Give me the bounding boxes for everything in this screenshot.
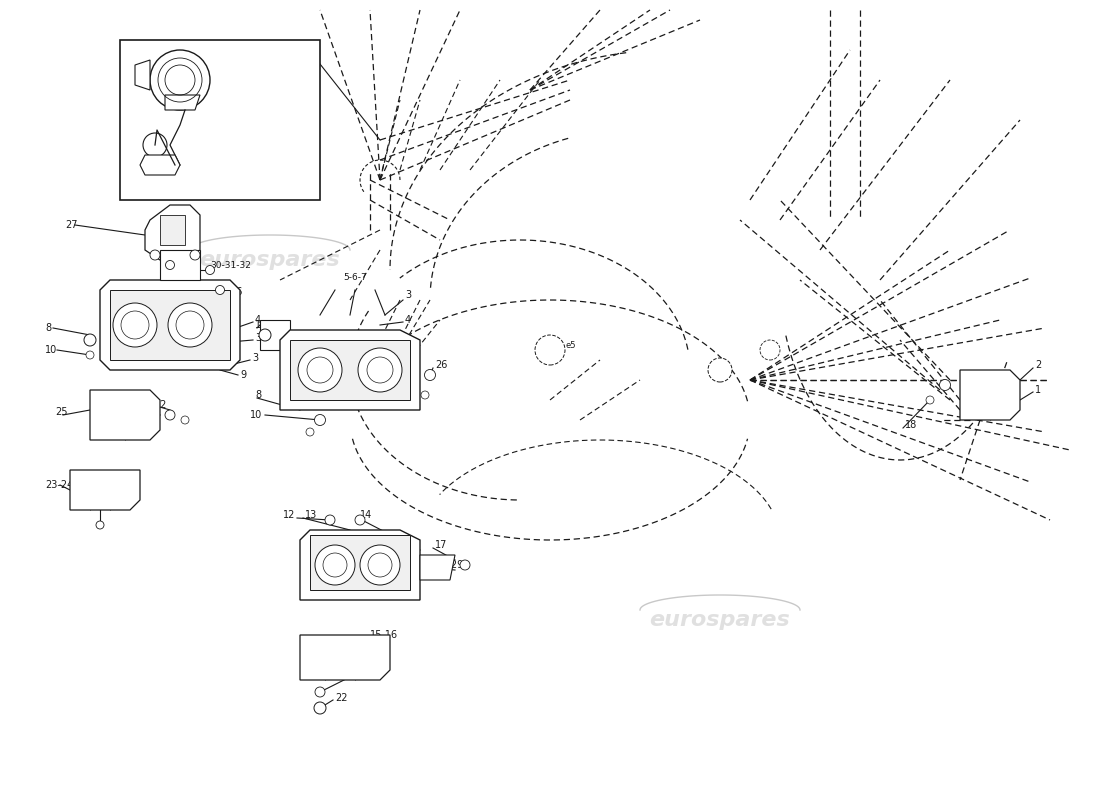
- Circle shape: [216, 286, 224, 294]
- Circle shape: [314, 702, 326, 714]
- Text: 27: 27: [65, 220, 77, 230]
- Text: 1: 1: [1035, 385, 1041, 395]
- Text: 22: 22: [336, 693, 348, 703]
- Text: 8: 8: [255, 390, 261, 400]
- Text: 4: 4: [255, 315, 261, 325]
- Text: 12: 12: [205, 330, 218, 340]
- Text: 33: 33: [222, 60, 234, 70]
- Circle shape: [939, 379, 950, 390]
- Polygon shape: [280, 330, 420, 410]
- Polygon shape: [90, 390, 160, 440]
- Circle shape: [182, 416, 189, 424]
- Circle shape: [206, 266, 214, 274]
- Polygon shape: [140, 155, 180, 175]
- Circle shape: [150, 250, 160, 260]
- Text: 3: 3: [255, 333, 261, 343]
- Text: 15-16: 15-16: [370, 630, 398, 640]
- Text: 18: 18: [905, 420, 917, 430]
- Text: eurospares: eurospares: [199, 250, 340, 270]
- Circle shape: [708, 358, 732, 382]
- Polygon shape: [160, 250, 200, 280]
- Text: 12: 12: [283, 510, 295, 520]
- Text: 23-24: 23-24: [45, 480, 74, 490]
- Text: 3: 3: [405, 335, 411, 345]
- Circle shape: [421, 391, 429, 399]
- Text: 3: 3: [405, 290, 411, 300]
- Text: 30-31-32: 30-31-32: [210, 261, 251, 270]
- Circle shape: [355, 515, 365, 525]
- Polygon shape: [260, 320, 290, 350]
- Circle shape: [258, 329, 271, 341]
- Text: 8: 8: [45, 323, 51, 333]
- Circle shape: [315, 414, 326, 426]
- Polygon shape: [420, 555, 455, 580]
- Text: 26: 26: [230, 287, 242, 297]
- Circle shape: [143, 133, 167, 157]
- Circle shape: [165, 261, 175, 270]
- Circle shape: [926, 396, 934, 404]
- Text: 10: 10: [45, 345, 57, 355]
- Circle shape: [760, 340, 780, 360]
- Text: 11: 11: [255, 320, 267, 330]
- Circle shape: [96, 521, 104, 529]
- Circle shape: [113, 303, 157, 347]
- Text: 21: 21: [350, 670, 362, 680]
- Circle shape: [298, 348, 342, 392]
- Text: e5: e5: [565, 341, 575, 350]
- Polygon shape: [100, 280, 240, 370]
- Bar: [310, 535, 410, 590]
- Polygon shape: [165, 95, 200, 110]
- Text: 10: 10: [250, 410, 262, 420]
- Circle shape: [190, 250, 200, 260]
- Text: 9: 9: [240, 370, 246, 380]
- Polygon shape: [145, 205, 200, 260]
- Text: 34: 34: [222, 140, 234, 150]
- Text: 12: 12: [155, 400, 167, 410]
- Text: 4: 4: [405, 315, 411, 325]
- Circle shape: [535, 335, 565, 365]
- Text: 17: 17: [434, 540, 448, 550]
- Text: 3: 3: [252, 353, 258, 363]
- Text: 25: 25: [55, 407, 67, 417]
- Polygon shape: [300, 530, 420, 600]
- Circle shape: [315, 545, 355, 585]
- Circle shape: [324, 515, 336, 525]
- Circle shape: [315, 687, 324, 697]
- Polygon shape: [135, 60, 150, 90]
- Circle shape: [86, 351, 94, 359]
- Circle shape: [358, 348, 402, 392]
- Circle shape: [306, 428, 313, 436]
- Text: 26: 26: [434, 360, 448, 370]
- Text: 13: 13: [305, 510, 317, 520]
- Polygon shape: [300, 635, 390, 680]
- Polygon shape: [960, 370, 1020, 420]
- Bar: [110, 290, 230, 360]
- Circle shape: [84, 334, 96, 346]
- Polygon shape: [70, 470, 140, 510]
- Circle shape: [150, 50, 210, 110]
- Text: 5-6-7: 5-6-7: [343, 273, 367, 282]
- Circle shape: [168, 303, 212, 347]
- Text: 2: 2: [1035, 360, 1042, 370]
- Text: 13: 13: [120, 410, 132, 420]
- Circle shape: [165, 410, 175, 420]
- Text: 28-29: 28-29: [434, 560, 463, 570]
- Bar: [120, 40, 320, 200]
- Circle shape: [425, 370, 436, 381]
- Text: 14: 14: [360, 510, 372, 520]
- Polygon shape: [160, 215, 185, 245]
- Circle shape: [460, 560, 470, 570]
- Text: eurospares: eurospares: [650, 610, 791, 630]
- Circle shape: [360, 545, 400, 585]
- Bar: [290, 340, 410, 400]
